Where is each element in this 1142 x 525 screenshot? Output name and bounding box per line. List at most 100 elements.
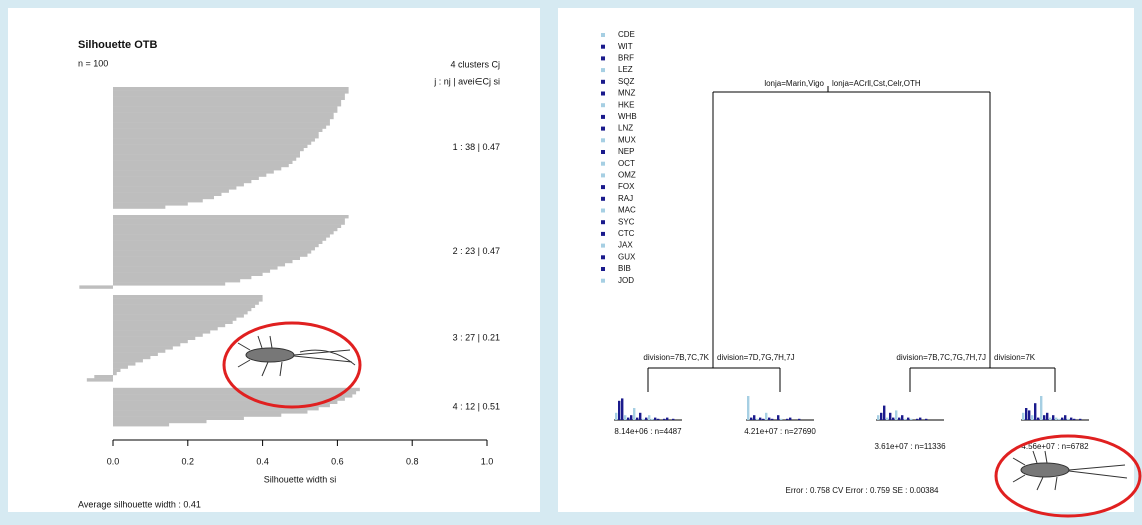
- silhouette-bar: [113, 391, 357, 395]
- legend-swatch: [601, 79, 605, 84]
- split-label: division=7B,7C,7G,7H,7J: [896, 353, 986, 362]
- leaf-bar: [892, 417, 895, 420]
- leaf-bar: [925, 418, 928, 420]
- legend-swatch: [601, 56, 605, 61]
- cluster-label: 3 : 27 | 0.21: [453, 333, 500, 343]
- legend-label: FOX: [618, 182, 635, 191]
- silhouette-bar: [113, 250, 312, 254]
- footer: Average silhouette width : 0.41: [78, 499, 201, 509]
- silhouette-bar: [113, 173, 267, 177]
- legend-swatch: [601, 44, 605, 49]
- silhouette-bar: [113, 407, 319, 411]
- split-label: division=7D,7G,7H,7J: [717, 353, 795, 362]
- silhouette-bar: [113, 93, 345, 97]
- leaf-bar: [672, 418, 675, 420]
- silhouette-bar: [113, 330, 211, 334]
- silhouette-bar: [113, 90, 349, 94]
- leaf-bar: [615, 412, 618, 420]
- silhouette-bar: [113, 112, 334, 116]
- silhouette-bar: [113, 247, 315, 251]
- leaf-bar: [1022, 412, 1025, 420]
- silhouette-bar: [113, 240, 323, 244]
- lobster-right: [994, 434, 1142, 518]
- silhouette-bar: [113, 352, 158, 356]
- silhouette-bar: [113, 304, 256, 308]
- legend-swatch: [601, 68, 605, 73]
- leaf-bar: [627, 417, 630, 420]
- leaf-bar: [636, 417, 639, 420]
- silhouette-bar: [113, 339, 188, 344]
- leaf-bar: [1028, 410, 1031, 420]
- leaf-bar: [786, 418, 789, 420]
- silhouette-bar: [113, 154, 300, 158]
- silhouette-bar: [113, 359, 143, 363]
- split-label: lonja=ACrll,Cst,Celr,OTH: [832, 79, 921, 88]
- x-axis-label: Silhouette width si: [264, 474, 337, 484]
- leaf-bar: [621, 398, 624, 420]
- silhouette-bar: [113, 167, 282, 171]
- silhouette-bar: [113, 413, 282, 417]
- subtitle: n = 100: [78, 58, 108, 68]
- silhouette-bar: [113, 176, 259, 180]
- cluster-header: 4 clusters Cj: [450, 59, 500, 69]
- silhouette-bar: [113, 157, 297, 161]
- leaf-bar: [916, 418, 919, 420]
- silhouette-bar: [113, 160, 293, 164]
- silhouette-bar: [79, 285, 113, 289]
- legend-label: MUX: [618, 135, 636, 144]
- leaf-bar: [1037, 417, 1040, 420]
- leaf-bar: [798, 418, 801, 420]
- leaf-bar: [1055, 417, 1058, 420]
- silhouette-bar: [113, 103, 342, 107]
- silhouette-bar: [113, 397, 345, 401]
- legend-label: JOD: [618, 276, 634, 285]
- split-label: division=7K: [994, 353, 1036, 362]
- silhouette-bar: [113, 349, 166, 353]
- leaf-label: 4.21e+07 : n=27690: [744, 427, 816, 436]
- legend-label: CTC: [618, 229, 635, 238]
- silhouette-bar: [113, 323, 226, 328]
- silhouette-bar: [113, 224, 342, 228]
- silhouette-bar: [113, 192, 222, 196]
- legend-swatch: [601, 231, 605, 236]
- x-tick-label: 0.4: [256, 456, 269, 466]
- leaf-bar: [657, 418, 660, 420]
- legend-swatch: [601, 103, 605, 108]
- silhouette-bar: [113, 355, 151, 360]
- silhouette-bar: [113, 307, 252, 312]
- leaf-label: 4.56e+07 : n=6782: [1021, 442, 1089, 451]
- leaf-bar: [789, 417, 792, 420]
- leaf-bar: [1040, 396, 1043, 420]
- leaf-bar: [765, 412, 768, 420]
- leaf-bar: [898, 417, 901, 420]
- silhouette-bar: [113, 259, 293, 264]
- silhouette-bar: [113, 99, 342, 104]
- legend-swatch: [601, 267, 605, 271]
- leaf-label: 3.61e+07 : n=11336: [874, 442, 946, 451]
- leaf-bar: [633, 408, 636, 420]
- leaf-bar: [1064, 415, 1067, 420]
- silhouette-bar: [113, 403, 330, 408]
- silhouette-bar: [113, 272, 263, 276]
- silhouette-bar: [113, 266, 278, 270]
- legend-label: BIB: [618, 264, 631, 273]
- leaf-bar: [768, 417, 771, 420]
- silhouette-bar: [113, 227, 338, 232]
- leaf-bar: [1070, 417, 1073, 420]
- silhouette-bar: [113, 138, 315, 142]
- x-tick-label: 1.0: [481, 456, 494, 466]
- silhouette-bar: [113, 368, 121, 372]
- leaf-bar: [1049, 417, 1052, 420]
- leaf-bar: [889, 412, 892, 420]
- silhouette-bar: [113, 218, 345, 222]
- legend-swatch: [601, 255, 605, 260]
- silhouette-bar: [113, 253, 308, 257]
- leaf-bar: [1067, 418, 1070, 420]
- leaf-bar: [759, 417, 762, 420]
- legend-label: LNZ: [618, 124, 633, 133]
- leaf-bar: [1043, 415, 1046, 420]
- silhouette-bar: [113, 336, 196, 340]
- leaf-bar: [883, 405, 886, 420]
- x-tick-label: 0.2: [182, 456, 195, 466]
- leaf-bar: [771, 418, 774, 420]
